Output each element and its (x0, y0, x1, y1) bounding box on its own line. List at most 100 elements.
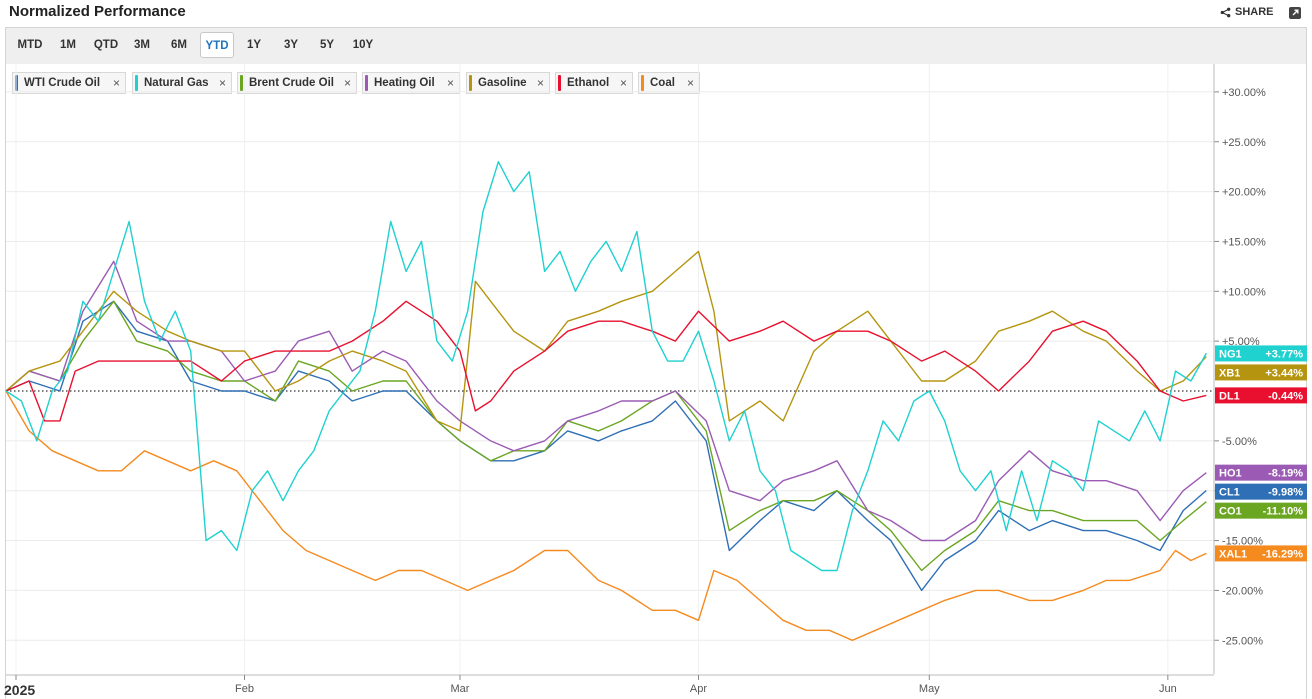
share-label: SHARE (1235, 6, 1274, 18)
legend-label: Gasoline (478, 77, 527, 89)
tag-value: -8.19% (1268, 468, 1303, 480)
legend-item-heating-oil[interactable]: Heating Oil × (362, 72, 460, 94)
legend-swatch (365, 75, 368, 91)
legend-item-gasoline[interactable]: Gasoline × (466, 72, 550, 94)
y-tick-label: -15.00% (1222, 536, 1263, 548)
tag-ticker: HO1 (1219, 468, 1242, 480)
legend-item-wti-crude-oil[interactable]: WTI Crude Oil × (12, 72, 126, 94)
range-button-5y[interactable]: 5Y (319, 39, 335, 51)
range-button-6m[interactable]: 6M (171, 39, 187, 51)
y-tick-label: -25.00% (1222, 635, 1263, 647)
y-tick-label: +5.00% (1222, 336, 1260, 348)
remove-series-icon[interactable]: × (343, 76, 351, 90)
top-bar: Normalized Performance SHARE (0, 0, 1312, 26)
legend-swatch (641, 75, 644, 91)
y-tick-label: +25.00% (1222, 137, 1266, 149)
x-tick-label: Feb (235, 683, 254, 695)
tag-value: +3.44% (1265, 367, 1303, 379)
tag-ticker: XAL1 (1219, 548, 1247, 560)
legend-swatch (558, 75, 561, 91)
series-line-xal1[interactable] (5, 390, 1207, 641)
x-tick-label: Apr (690, 683, 707, 695)
tag-ticker: DL1 (1219, 390, 1240, 402)
legend-swatch (469, 75, 472, 91)
x-tick-label: Mar (450, 683, 469, 695)
gridlines (6, 64, 1214, 675)
last-value-tag-co1: CO1 -11.10% (1215, 502, 1307, 519)
legend-label: WTI Crude Oil (24, 77, 101, 89)
tag-ticker: CO1 (1219, 506, 1242, 518)
range-selector: MTD 1M QTD 3M 6M YTD 1Y 3Y 5Y 10Y (6, 28, 1306, 64)
remove-series-icon[interactable]: × (446, 76, 454, 90)
tag-background (1215, 345, 1307, 362)
series-line-ho1[interactable] (5, 260, 1207, 542)
range-button-ytd[interactable]: YTD (200, 32, 234, 58)
range-button-3y[interactable]: 3Y (283, 39, 299, 51)
last-value-tag-xal1: XAL1 -16.29% (1215, 545, 1307, 562)
legend-label: Heating Oil (374, 77, 435, 89)
y-tick-label: +10.00% (1222, 286, 1266, 298)
legend-label: Brent Crude Oil (249, 77, 334, 89)
tag-ticker: CL1 (1219, 487, 1240, 499)
y-tick-label: +30.00% (1222, 87, 1266, 99)
series-line-cl1[interactable] (5, 300, 1207, 592)
tag-background (1215, 364, 1307, 381)
remove-series-icon[interactable]: × (112, 76, 120, 90)
tag-value: -16.29% (1262, 548, 1303, 560)
remove-series-icon[interactable]: × (619, 76, 627, 90)
x-tick-label: May (919, 683, 940, 695)
chart-frame (5, 27, 1307, 699)
tag-background (1215, 387, 1307, 404)
tag-value: -9.98% (1268, 487, 1303, 499)
series-line-co1[interactable] (5, 300, 1207, 572)
last-value-tag-cl1: CL1 -9.98% (1215, 483, 1307, 500)
last-value-tag-dl1: DL1 -0.44% (1215, 387, 1307, 404)
range-button-1m[interactable]: 1M (60, 39, 76, 51)
legend-item-natural-gas[interactable]: Natural Gas × (132, 72, 232, 94)
series-line-dl1[interactable] (5, 300, 1207, 422)
x-tick-label: Jun (1159, 683, 1177, 695)
remove-series-icon[interactable]: × (218, 76, 226, 90)
legend-label: Ethanol (567, 77, 610, 89)
tag-background (1215, 502, 1307, 519)
page-title: Normalized Performance (9, 3, 186, 20)
legend-label: Natural Gas (144, 77, 209, 89)
last-value-tag-xb1: XB1 +3.44% (1215, 364, 1307, 381)
series-lines (5, 160, 1207, 641)
last-value-tag-ng1: NG1 +3.77% (1215, 345, 1307, 362)
tag-background (1215, 464, 1307, 481)
series-line-ng1[interactable] (5, 160, 1207, 572)
x-tick-label: 2025 (4, 682, 35, 698)
share-icon (1220, 7, 1231, 17)
popout-button[interactable] (1289, 7, 1301, 19)
series-line-xb1[interactable] (5, 250, 1207, 432)
tag-ticker: XB1 (1219, 367, 1240, 379)
y-axis: +30.00% +25.00% +20.00% +15.00% +10.00% +5.00… (1213, 64, 1266, 674)
last-value-tags: NG1 +3.77% XB1 +3.44% DL1 -0.44% HO1 -8.19% CL1 -… (1215, 345, 1307, 562)
range-button-1y[interactable]: 1Y (246, 39, 262, 51)
x-axis: 2025 Feb Mar Apr May Jun (4, 674, 1214, 698)
legend-item-brent-crude-oil[interactable]: Brent Crude Oil × (237, 72, 357, 94)
share-button[interactable]: SHARE (1220, 6, 1274, 18)
y-tick-label: -20.00% (1222, 585, 1263, 597)
last-value-tag-ho1: HO1 -8.19% (1215, 464, 1307, 481)
range-button-mtd[interactable]: MTD (17, 39, 43, 51)
range-button-10y[interactable]: 10Y (352, 39, 374, 51)
tag-value: -11.10% (1263, 506, 1304, 518)
tag-value: -0.44% (1268, 390, 1303, 402)
range-button-qtd[interactable]: QTD (93, 39, 119, 51)
y-tick-label: +15.00% (1222, 236, 1266, 248)
legend-item-coal[interactable]: Coal × (638, 72, 700, 94)
legend-item-ethanol[interactable]: Ethanol × (555, 72, 633, 94)
legend-swatch (135, 75, 138, 91)
remove-series-icon[interactable]: × (536, 76, 544, 90)
legend-swatch (240, 75, 243, 91)
y-tick-label: -5.00% (1222, 436, 1257, 448)
range-button-3m[interactable]: 3M (134, 39, 150, 51)
y-tick-label: +20.00% (1222, 187, 1266, 199)
tag-background (1215, 545, 1307, 562)
remove-series-icon[interactable]: × (686, 76, 694, 90)
external-link-icon (1292, 9, 1299, 16)
legend-label: Coal (650, 77, 675, 89)
